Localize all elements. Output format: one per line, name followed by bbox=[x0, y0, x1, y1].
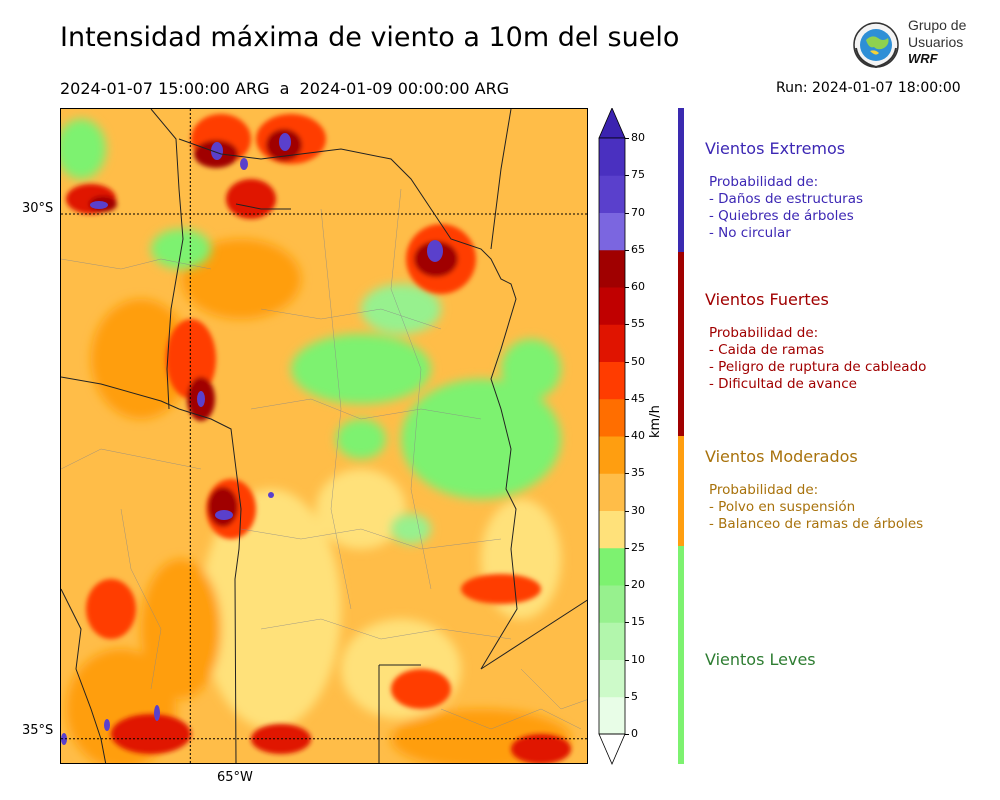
colorbar-segment bbox=[599, 622, 625, 660]
colorbar-segment bbox=[599, 659, 625, 698]
logo-text-line2: Usuarios bbox=[908, 34, 964, 50]
colorbar-segment bbox=[599, 324, 625, 362]
lat-label-30s: 30°S bbox=[22, 201, 54, 216]
colorbar-extend-min bbox=[598, 733, 626, 766]
colorbar-scale bbox=[598, 106, 626, 766]
colorbar-tick-label: 25 bbox=[631, 540, 645, 554]
colorbar-segment bbox=[599, 175, 625, 213]
colorbar-segment bbox=[599, 138, 625, 176]
colorbar-tick-mark bbox=[625, 138, 629, 139]
category-extreme-line: Probabilidad de: bbox=[709, 174, 819, 190]
category-band-light bbox=[678, 546, 684, 764]
category-extreme-line: - Daños de estructuras bbox=[709, 191, 864, 207]
colorbar-tick-label: 10 bbox=[631, 652, 645, 666]
forecast-period: 2024-01-07 15:00:00 ARG a 2024-01-09 00:… bbox=[60, 79, 510, 98]
colorbar-tick-mark bbox=[625, 585, 629, 586]
category-strong: Vientos Fuertes Probabilidad de: - Caida… bbox=[705, 290, 926, 393]
category-extreme-line: - Quiebres de árboles bbox=[709, 208, 854, 224]
wrf-logo: Grupo de Usuarios WRF bbox=[848, 18, 972, 72]
category-extreme-description: Probabilidad de: - Daños de estructuras … bbox=[705, 174, 863, 242]
category-extreme-title: Vientos Extremos bbox=[705, 139, 846, 158]
colorbar-tick-mark bbox=[625, 287, 629, 288]
colorbar-unit: km/h bbox=[648, 405, 663, 438]
category-light: Vientos Leves bbox=[705, 650, 816, 669]
colorbar-tick-mark bbox=[625, 510, 629, 512]
logo-text-line3: WRF bbox=[908, 51, 938, 66]
colorbar-segment bbox=[599, 287, 625, 325]
colorbar-tick-label: 0 bbox=[631, 727, 638, 740]
colorbar-segment bbox=[599, 473, 625, 511]
colorbar-tick-label: 70 bbox=[631, 205, 645, 219]
category-strong-line: Probabilidad de: bbox=[709, 325, 819, 341]
category-band-extreme bbox=[678, 108, 684, 252]
colorbar-tick-label: 40 bbox=[631, 429, 645, 442]
wind-field-light-zones bbox=[61, 119, 561, 544]
colorbar-segment bbox=[599, 696, 625, 735]
category-moderate-title: Vientos Moderados bbox=[705, 447, 858, 466]
category-band-strong bbox=[678, 252, 684, 436]
run-timestamp: Run: 2024-01-07 18:00:00 bbox=[776, 80, 961, 96]
colorbar-tick-mark bbox=[625, 249, 629, 251]
colorbar-segment bbox=[599, 361, 625, 400]
lon-label-65w: 65°W bbox=[217, 770, 253, 785]
colorbar-tick-label: 65 bbox=[631, 242, 645, 256]
category-extreme: Vientos Extremos Probabilidad de: - Daño… bbox=[705, 139, 863, 242]
category-strong-description: Probabilidad de: - Caida de ramas - Peli… bbox=[705, 325, 926, 393]
logo-text-line1: Grupo de bbox=[908, 17, 967, 33]
lat-label-35s: 35°S bbox=[22, 723, 54, 738]
colorbar-tick-label: 45 bbox=[631, 391, 645, 405]
category-moderate-description: Probabilidad de: - Polvo en suspensión -… bbox=[705, 482, 923, 533]
colorbar-segment bbox=[599, 547, 625, 586]
colorbar-tick-label: 35 bbox=[631, 466, 645, 480]
colorbar-tick-mark bbox=[625, 659, 629, 661]
category-moderate-line: - Polvo en suspensión bbox=[709, 499, 856, 515]
colorbar-tick-label: 15 bbox=[631, 615, 645, 629]
colorbar-segment bbox=[599, 585, 625, 623]
colorbar-segment bbox=[599, 510, 625, 549]
colorbar-tick-mark bbox=[625, 324, 629, 326]
colorbar-segment bbox=[599, 398, 625, 437]
colorbar-tick-label: 60 bbox=[631, 280, 645, 293]
colorbar-tick-mark bbox=[625, 212, 629, 214]
map-title: Intensidad máxima de viento a 10m del su… bbox=[60, 22, 680, 53]
colorbar-tick-mark bbox=[625, 473, 629, 475]
colorbar-tick-mark bbox=[625, 696, 629, 698]
colorbar-tick-mark bbox=[625, 398, 629, 400]
category-strong-line: - Caida de ramas bbox=[709, 342, 825, 358]
colorbar-tick-mark bbox=[625, 734, 629, 735]
globe-seal-icon bbox=[853, 22, 899, 69]
category-strong-line: - Peligro de ruptura de cableado bbox=[709, 359, 927, 375]
category-extreme-line: - No circular bbox=[709, 225, 791, 241]
wind-field-strong-zones bbox=[66, 114, 571, 763]
colorbar-tick-label: 55 bbox=[631, 317, 645, 331]
colorbar-extend-max bbox=[598, 106, 626, 139]
colorbar-tick-mark bbox=[625, 622, 629, 624]
colorbar-tick-label: 80 bbox=[631, 131, 645, 144]
department-borders bbox=[61, 188, 587, 730]
category-moderate-line: Probabilidad de: bbox=[709, 482, 819, 498]
colorbar-tick-mark bbox=[625, 361, 629, 363]
colorbar-tick-mark bbox=[625, 436, 629, 437]
colorbar-tick-label: 20 bbox=[631, 578, 645, 591]
colorbar-tick-label: 75 bbox=[631, 168, 645, 182]
colorbar-tick-label: 5 bbox=[631, 689, 638, 703]
colorbar-tick-label: 30 bbox=[631, 503, 645, 517]
category-band-moderate bbox=[678, 436, 684, 546]
colorbar-tick-mark bbox=[625, 547, 629, 549]
category-strong-line: - Dificultad de avance bbox=[709, 376, 857, 392]
category-light-title: Vientos Leves bbox=[705, 650, 816, 669]
wind-field-extreme-spots bbox=[61, 133, 443, 745]
graticule bbox=[61, 109, 587, 763]
wind-map[interactable] bbox=[60, 108, 588, 764]
colorbar-tick-mark bbox=[625, 175, 629, 177]
category-strong-title: Vientos Fuertes bbox=[705, 290, 829, 309]
category-moderate-line: - Balanceo de ramas de árboles bbox=[709, 516, 924, 532]
colorbar bbox=[598, 106, 628, 768]
colorbar-segment bbox=[599, 249, 625, 288]
colorbar-segment bbox=[599, 436, 625, 474]
colorbar-segment bbox=[599, 212, 625, 251]
category-moderate: Vientos Moderados Probabilidad de: - Pol… bbox=[705, 447, 923, 533]
colorbar-tick-label: 50 bbox=[631, 354, 645, 368]
